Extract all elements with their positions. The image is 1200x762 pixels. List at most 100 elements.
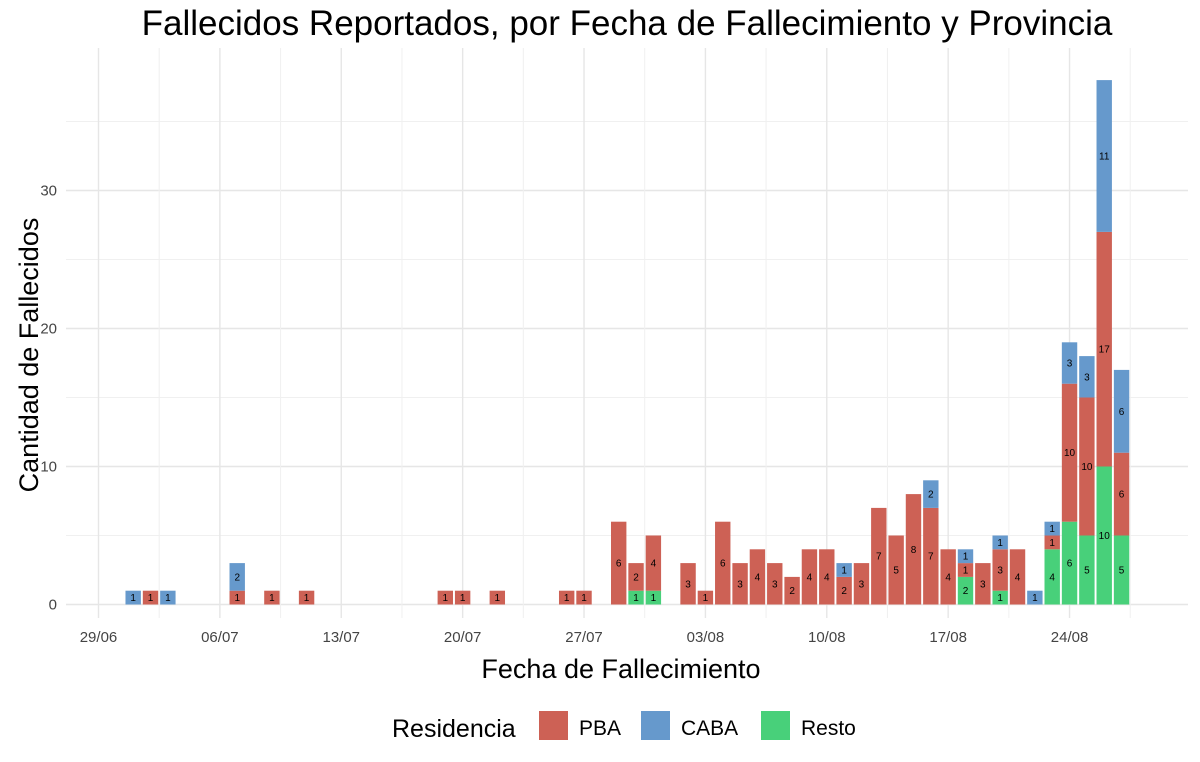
bar-label-caba: 11 xyxy=(1099,152,1110,163)
bar-label-pba: 1 xyxy=(304,593,310,604)
bar-label-resto: 2 xyxy=(963,586,969,597)
bar-pba xyxy=(940,549,956,605)
bar-label-pba: 4 xyxy=(824,572,830,583)
bar-caba xyxy=(1061,342,1078,384)
bar-resto xyxy=(1096,466,1112,605)
y-axis-title: Cantidad de Fallecidos xyxy=(14,218,44,493)
y-tick-label: 0 xyxy=(49,597,57,614)
bar-caba xyxy=(992,535,1008,550)
y-tick-label: 30 xyxy=(40,183,57,200)
bar-label-pba: 1 xyxy=(495,593,501,604)
legend-label-resto: Resto xyxy=(801,717,856,740)
bar-label-resto: 1 xyxy=(997,593,1003,604)
bar-label-caba: 3 xyxy=(1084,372,1090,383)
legend-label-caba: CABA xyxy=(681,717,738,740)
bar-pba xyxy=(576,590,592,605)
bar-pba xyxy=(732,563,748,605)
bar-label-pba: 10 xyxy=(1081,462,1093,473)
bar-pba xyxy=(229,590,245,605)
x-tick-label: 17/08 xyxy=(929,629,967,646)
x-tick-label: 27/07 xyxy=(565,629,603,646)
legend-title: Residencia xyxy=(392,715,516,743)
bar-label-caba: 1 xyxy=(841,566,847,577)
bar-pba xyxy=(975,563,991,605)
bar-pba xyxy=(715,521,731,605)
bar-pba xyxy=(628,563,644,591)
bar-pba xyxy=(1079,397,1095,536)
bar-label-resto: 4 xyxy=(1049,572,1055,583)
bar-label-pba: 3 xyxy=(859,579,865,590)
x-axis-ticks: 29/06 06/07 13/07 20/07 27/07 03/08 10/08 17/08… xyxy=(80,629,1089,646)
bar-pba xyxy=(645,535,662,591)
bar-caba xyxy=(1079,356,1095,398)
bar-caba xyxy=(1044,521,1060,536)
bar-label-pba: 4 xyxy=(807,572,813,583)
bar-label-pba: 1 xyxy=(269,593,275,604)
bar-caba xyxy=(125,590,141,605)
bar-label-pba: 6 xyxy=(616,559,622,570)
bar-label-pba: 7 xyxy=(876,552,882,563)
bar-pba xyxy=(298,590,315,605)
bar-label-pba: 1 xyxy=(1049,538,1055,549)
bar-resto xyxy=(1044,549,1060,605)
bar-pba xyxy=(992,549,1008,591)
bar-label-pba: 2 xyxy=(789,586,795,597)
bar-label-pba: 1 xyxy=(148,593,154,604)
bar-caba xyxy=(1027,590,1043,605)
x-tick-label: 10/08 xyxy=(808,629,846,646)
bar-label-caba: 1 xyxy=(130,593,136,604)
bar-label-resto: 10 xyxy=(1099,531,1111,542)
bar-pba xyxy=(801,549,818,605)
bar-resto xyxy=(645,590,662,605)
bar-label-caba: 1 xyxy=(1032,593,1038,604)
bar-label-caba: 1 xyxy=(165,593,171,604)
bar-label-pba: 2 xyxy=(841,586,847,597)
bar-label-pba: 1 xyxy=(460,593,466,604)
legend-label-pba: PBA xyxy=(579,717,621,740)
bar-resto xyxy=(1113,535,1130,605)
legend-swatch-pba xyxy=(539,711,568,740)
bar-caba xyxy=(957,549,974,564)
legend-swatch-caba xyxy=(641,711,670,740)
grid xyxy=(66,48,1188,618)
bar-pba xyxy=(437,590,453,605)
bar-label-pba: 3 xyxy=(685,579,691,590)
bar-label-pba: 1 xyxy=(234,593,240,604)
legend-swatch-resto xyxy=(761,711,790,740)
bar-label-pba: 6 xyxy=(1119,490,1125,501)
bar-label-pba: 2 xyxy=(633,572,639,583)
bar-caba xyxy=(923,480,939,508)
bar-pba xyxy=(142,590,159,605)
bar-pba xyxy=(1061,383,1078,522)
bar-label-caba: 1 xyxy=(997,538,1003,549)
bar-resto xyxy=(1061,521,1078,605)
y-tick-label: 20 xyxy=(40,321,57,338)
bar-resto xyxy=(1079,535,1095,605)
bar-pba xyxy=(923,507,939,605)
bar-pba xyxy=(1009,549,1026,605)
bar-label-pba: 1 xyxy=(963,566,969,577)
bar-pba xyxy=(888,535,904,605)
bar-caba xyxy=(1113,369,1130,453)
bar-label-pba: 3 xyxy=(772,579,778,590)
bar-label-pba: 3 xyxy=(737,579,743,590)
bar-pba xyxy=(680,563,696,605)
bar-label-pba: 4 xyxy=(755,572,761,583)
bar-pba xyxy=(489,590,506,605)
bar-resto xyxy=(628,590,644,605)
bar-caba xyxy=(1096,80,1112,232)
x-tick-label: 03/08 xyxy=(687,629,725,646)
bar-pba xyxy=(905,494,922,605)
x-tick-label: 06/07 xyxy=(201,629,239,646)
bar-label-resto: 1 xyxy=(633,593,639,604)
bar-label-pba: 5 xyxy=(893,566,899,577)
bar-pba xyxy=(767,563,783,605)
bar-label-resto: 1 xyxy=(651,593,657,604)
x-tick-label: 13/07 xyxy=(322,629,360,646)
x-axis-title: Fecha de Fallecimiento xyxy=(481,654,760,684)
bar-label-pba: 3 xyxy=(980,579,986,590)
bar-label-pba: 6 xyxy=(720,559,726,570)
bar-pba xyxy=(871,507,887,605)
bars xyxy=(125,80,1130,605)
